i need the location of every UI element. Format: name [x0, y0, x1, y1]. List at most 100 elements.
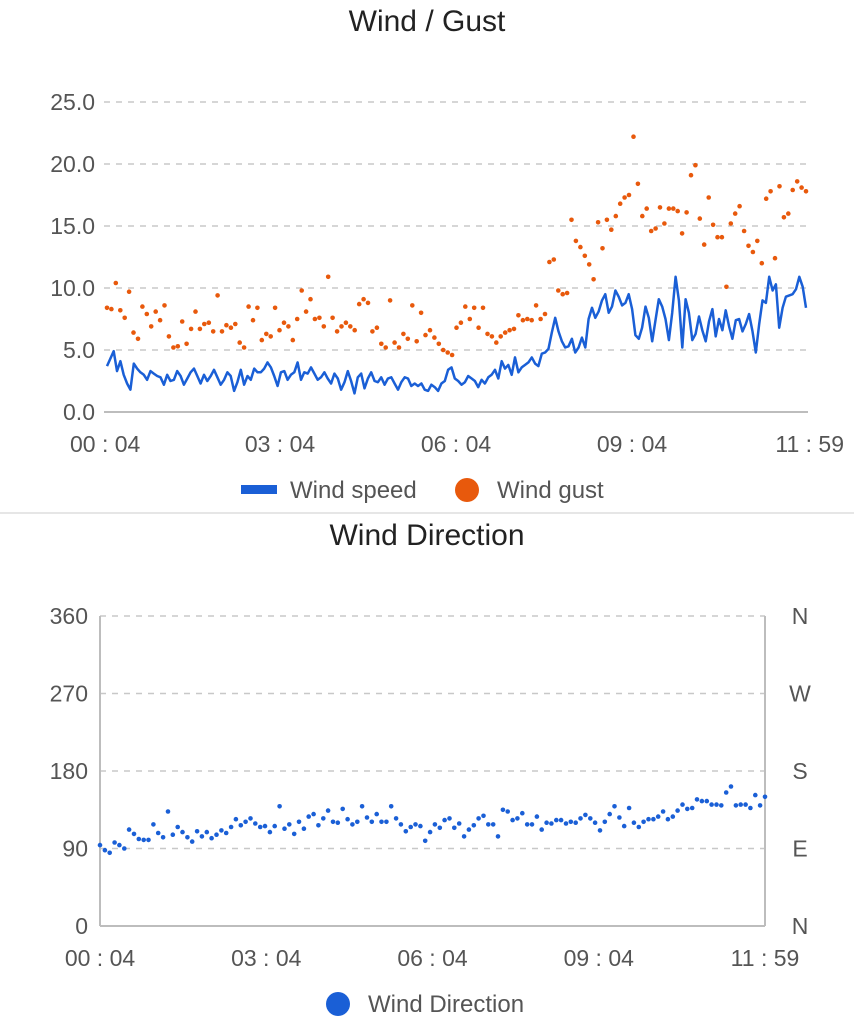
wind-direction-point — [238, 823, 244, 828]
wind-gust-point — [635, 181, 641, 187]
wind-gust-x-tick-label: 03 : 04 — [245, 431, 316, 457]
wind-direction-point — [253, 821, 258, 826]
wind-direction-point — [719, 803, 724, 808]
wind-gust-point — [379, 341, 384, 347]
wind-gust-point — [604, 217, 610, 223]
wind-gust-point — [370, 329, 375, 334]
wind-gust-point — [693, 162, 698, 168]
wind-speed-series-line — [105, 275, 808, 395]
wind-gust-legend-swatch — [455, 478, 479, 502]
wind-gust-point — [144, 311, 150, 317]
wind-gust-y-tick-label: 25.0 — [50, 89, 95, 115]
wind-gust-point — [666, 206, 672, 211]
wind-direction-point — [539, 827, 544, 832]
wind-speed-legend-label: Wind speed — [290, 477, 417, 504]
wind-gust-point — [299, 288, 305, 293]
wind-gust-point — [520, 317, 526, 323]
wind-direction-y-tick-label: 90 — [62, 836, 88, 862]
wind-direction-point — [194, 829, 200, 834]
wind-direction-point — [277, 804, 282, 809]
wind-direction-point — [384, 819, 389, 825]
wind-gust-point — [529, 317, 534, 323]
wind-direction-compass-label: S — [792, 758, 807, 784]
wind-direction-point — [126, 827, 132, 832]
wind-gust-point — [215, 293, 220, 298]
wind-gust-point — [582, 253, 588, 259]
wind-gust-point — [511, 326, 517, 332]
wind-gust-point — [423, 332, 428, 338]
wind-direction-point — [520, 810, 525, 816]
wind-gust-point — [675, 208, 680, 214]
wind-gust-point — [414, 339, 420, 344]
wind-direction-point — [655, 814, 661, 819]
wind-gust-point — [352, 327, 358, 333]
wind-direction-point — [427, 829, 433, 835]
wind-gust-point — [746, 243, 751, 249]
wind-gust-point — [361, 296, 366, 302]
wind-direction-point — [646, 816, 651, 822]
wind-gust-point — [272, 305, 278, 311]
wind-gust-chart: Wind / Gust 0.0 5.0 10.0 15.0 20.0 25.0 00 : … — [50, 5, 844, 504]
wind-direction-point — [568, 819, 574, 825]
wind-direction-point — [510, 817, 515, 823]
wind-gust-point — [104, 305, 110, 311]
wind-gust-point — [308, 296, 313, 302]
wind-direction-point — [340, 806, 346, 812]
wind-gust-point — [131, 330, 136, 335]
wind-direction-point — [117, 842, 122, 848]
wind-gust-point — [679, 231, 685, 236]
wind-direction-point — [757, 803, 763, 808]
wind-gust-point — [467, 316, 473, 322]
wind-gust-point — [701, 242, 707, 247]
wind-gust-point — [631, 134, 636, 139]
wind-direction-point — [534, 814, 540, 819]
wind-direction-point — [704, 798, 710, 804]
wind-gust-point — [445, 350, 451, 355]
wind-gust-point — [233, 321, 238, 327]
wind-gust-point — [644, 206, 649, 211]
wind-direction-point — [714, 802, 719, 807]
wind-gust-point — [697, 216, 703, 221]
wind-direction-point — [486, 822, 491, 827]
wind-direction-point — [350, 822, 355, 827]
wind-direction-point — [432, 822, 438, 827]
wind-gust-point — [485, 331, 490, 337]
wind-gust-point — [122, 315, 127, 321]
wind-gust-x-tick-label: 00 : 04 — [70, 431, 141, 457]
wind-direction-point — [335, 820, 341, 825]
wind-gust-point — [684, 210, 689, 215]
wind-direction-compass-label: W — [789, 681, 811, 707]
wind-gust-point — [551, 257, 557, 262]
wind-gust-point — [480, 305, 486, 311]
wind-direction-point — [330, 819, 336, 825]
wind-direction-point — [447, 816, 452, 821]
wind-direction-point — [544, 820, 549, 825]
wind-direction-point — [699, 798, 705, 804]
wind-gust-x-tick-label: 06 : 04 — [421, 431, 492, 457]
wind-direction-point — [728, 784, 734, 789]
wind-direction-point — [248, 816, 253, 821]
legend-item-wind-gust[interactable]: Wind gust — [455, 477, 604, 504]
wind-direction-point — [748, 805, 753, 811]
wind-direction-point — [306, 814, 312, 819]
wind-direction-point — [272, 823, 278, 829]
wind-direction-point — [223, 830, 229, 836]
wind-gust-point — [454, 325, 459, 331]
wind-gust-point — [162, 303, 167, 308]
wind-gust-point — [197, 326, 203, 332]
wind-direction-x-tick-label: 00 : 04 — [65, 945, 136, 971]
wind-gust-point — [401, 331, 406, 337]
wind-gust-y-tick-label: 15.0 — [50, 213, 95, 239]
wind-direction-y-tick-label: 270 — [50, 681, 88, 707]
legend-item-wind-direction[interactable]: Wind Direction — [326, 991, 524, 1018]
wind-gust-point — [432, 335, 437, 340]
wind-direction-point — [442, 817, 447, 823]
wind-direction-point — [675, 808, 680, 813]
wind-gust-point — [255, 305, 260, 311]
wind-direction-point — [291, 831, 297, 837]
wind-direction-point — [466, 827, 472, 832]
wind-direction-chart-panel: Wind Direction 0 90 180 270 360 N E S W N 00 : 0… — [0, 514, 854, 1024]
wind-gust-point — [772, 255, 778, 261]
wind-direction-point — [631, 820, 637, 825]
legend-item-wind-speed[interactable]: Wind speed — [241, 477, 417, 504]
